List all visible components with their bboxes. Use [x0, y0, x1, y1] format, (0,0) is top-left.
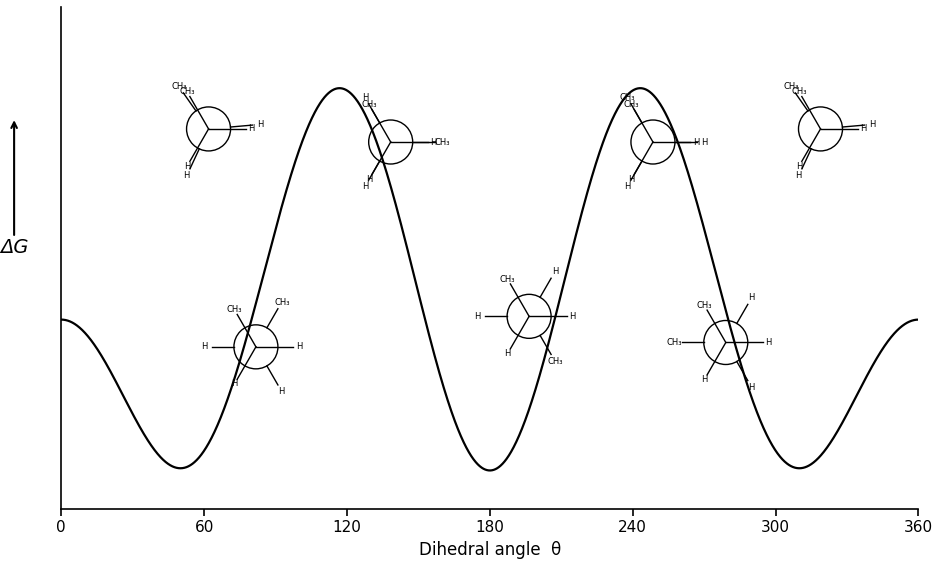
Text: H: H	[278, 387, 285, 396]
Text: CH₃: CH₃	[500, 275, 515, 284]
Text: CH₃: CH₃	[362, 100, 377, 109]
Text: CH₃: CH₃	[274, 298, 290, 307]
Text: H: H	[474, 312, 480, 321]
Text: ΔG: ΔG	[0, 238, 28, 258]
Text: H: H	[701, 138, 708, 147]
Text: H: H	[628, 175, 635, 183]
Text: H: H	[796, 161, 802, 170]
Text: H: H	[431, 138, 437, 147]
Text: H: H	[795, 171, 802, 181]
X-axis label: Dihedral angle  θ: Dihedral angle θ	[418, 541, 561, 559]
Text: H: H	[701, 375, 708, 384]
Text: H: H	[869, 120, 875, 129]
Text: H: H	[362, 93, 368, 102]
Text: CH₃: CH₃	[227, 305, 243, 314]
Text: CH₃: CH₃	[783, 82, 799, 91]
Text: CH₃: CH₃	[180, 87, 195, 96]
Text: H: H	[366, 175, 372, 183]
Text: H: H	[257, 120, 263, 129]
Text: CH₃: CH₃	[619, 93, 634, 102]
Text: H: H	[693, 138, 699, 147]
Text: H: H	[248, 125, 255, 134]
Text: H: H	[231, 379, 238, 388]
Text: CH₃: CH₃	[697, 301, 713, 310]
Text: CH₃: CH₃	[171, 82, 187, 91]
Text: CH₃: CH₃	[434, 138, 450, 147]
Text: CH₃: CH₃	[666, 338, 681, 347]
Text: H: H	[183, 171, 190, 181]
Text: H: H	[295, 342, 302, 351]
Text: H: H	[362, 182, 368, 191]
Text: H: H	[624, 182, 631, 191]
Text: H: H	[748, 383, 755, 392]
Text: H: H	[552, 267, 558, 276]
Text: H: H	[201, 342, 208, 351]
Text: H: H	[748, 293, 755, 302]
Text: H: H	[505, 349, 510, 358]
Text: H: H	[569, 312, 575, 321]
Text: H: H	[765, 338, 772, 347]
Text: H: H	[860, 125, 867, 134]
Text: CH₃: CH₃	[791, 87, 807, 96]
Text: CH₃: CH₃	[624, 100, 639, 109]
Text: CH₃: CH₃	[547, 357, 563, 366]
Text: H: H	[184, 161, 190, 170]
